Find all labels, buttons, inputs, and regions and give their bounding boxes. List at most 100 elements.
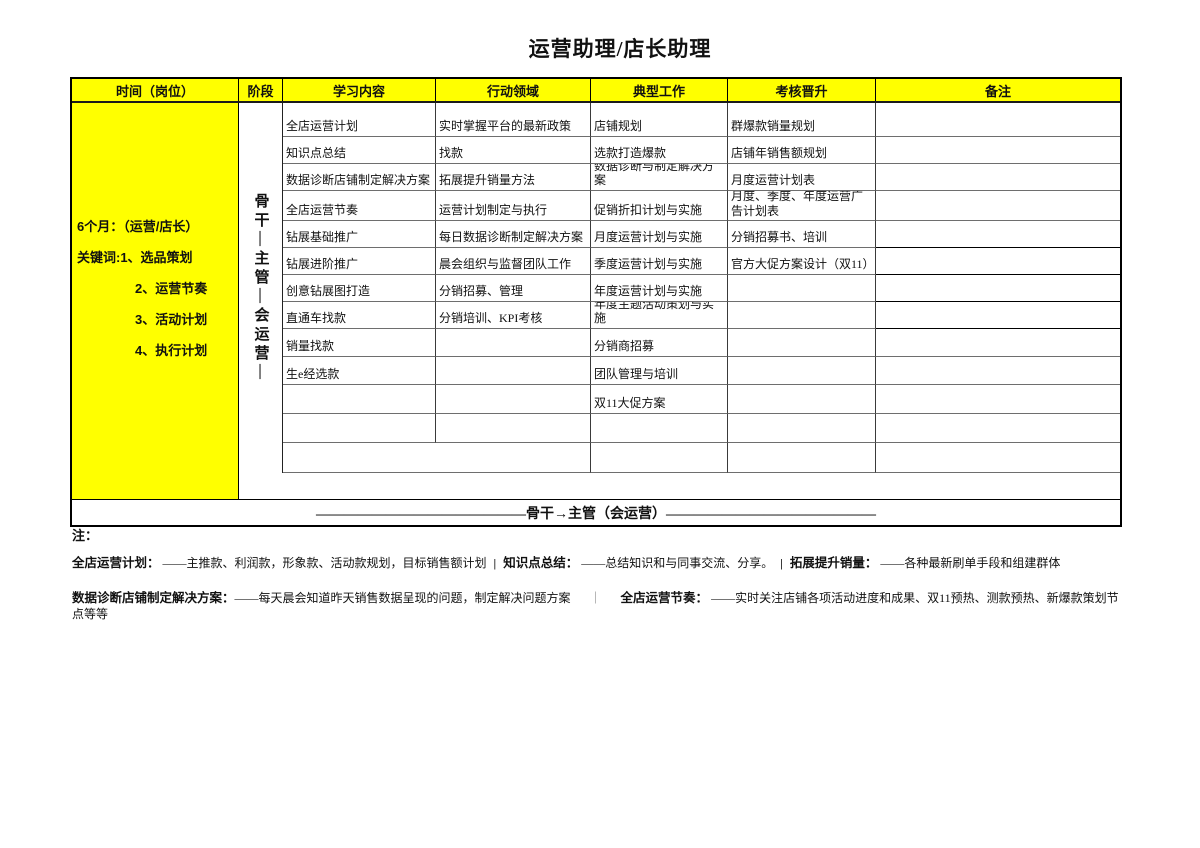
header-assessment: 考核晋升 [728, 79, 876, 101]
column-assessment: 群爆款销量规划 店铺年销售额规划 月度运营计划表 月度、季度、年度运营广告计划表 分销招… [728, 103, 876, 473]
time-line: 2、运营节奏 [135, 280, 208, 296]
time-line: 6个月：（运营/店长） [77, 218, 199, 234]
stage-cell: 骨干—主管—会运营— [239, 103, 283, 473]
assessment-cell-10 [728, 385, 876, 414]
footnotes: 注： 全店运营计划： ——主推款、利润款，形象款、活动款规划，目标销售额计划 |… [72, 528, 1130, 641]
note-line-1: 全店运营计划： ——主推款、利润款，形象款、活动款规划，目标销售额计划 | 知识… [72, 555, 1130, 571]
note2-separator: ｜ [589, 591, 602, 605]
action-cell-7: 分销培训、KPI考核 [436, 302, 591, 329]
remarks-cell-10 [876, 385, 1120, 414]
typical-cell-4: 月度运营计划与实施 [591, 221, 728, 248]
header-remarks: 备注 [876, 79, 1120, 101]
column-learning: 全店运营计划 知识点总结 数据诊断店铺制定解决方案 全店运营节奏 钻展基础推广 钻展进阶推… [283, 103, 436, 473]
note1-def-3: ——各种最新刷单手段和组建群体 [877, 556, 1061, 570]
typical-cell-9: 团队管理与培训 [591, 357, 728, 385]
column-action: 实时掌握平台的最新政策 找款 拓展提升销量方法 运营计划制定与执行 每日数据诊断制定解决… [436, 103, 591, 473]
learning-cell-10 [283, 385, 436, 414]
learning-cell-12 [283, 443, 436, 473]
column-typical: 店铺规划 选款打造爆款 数据诊断与制定解决方案 促销折扣计划与实施 月度运营计划与实施季… [591, 103, 728, 473]
typical-cell-11 [591, 414, 728, 443]
remarks-cell-12 [876, 443, 1120, 473]
action-cell-12 [436, 443, 591, 473]
header-typical: 典型工作 [591, 79, 728, 101]
typical-cell-1: 选款打造爆款 [591, 137, 728, 164]
learning-cell-6: 创意钻展图打造 [283, 275, 436, 302]
learning-cell-4: 钻展基础推广 [283, 221, 436, 248]
header-stage: 阶段 [239, 79, 283, 101]
bottom-strip-yellow-cell [72, 473, 239, 499]
action-cell-9 [436, 357, 591, 385]
note2-term-1: 数据诊断店铺制定解决方案： [72, 591, 235, 605]
typical-cell-0: 店铺规划 [591, 103, 728, 137]
note-label: 注： [72, 528, 99, 543]
remarks-cell-8 [876, 329, 1120, 357]
note1-term-1: 全店运营计划： [72, 556, 160, 570]
note2-term-2: 全店运营节奏： [620, 591, 709, 605]
time-line: 关键词:1、选品策划 [77, 249, 193, 265]
header-action: 行动领域 [436, 79, 591, 101]
time-line: 3、活动计划 [135, 311, 208, 327]
typical-cell-3: 促销折扣计划与实施 [591, 191, 728, 221]
action-cell-1: 找款 [436, 137, 591, 164]
learning-cell-3: 全店运营节奏 [283, 191, 436, 221]
remarks-cell-2 [876, 164, 1120, 191]
typical-cell-12 [591, 443, 728, 473]
action-cell-4: 每日数据诊断制定解决方案 [436, 221, 591, 248]
bottom-strip-row [72, 473, 1120, 500]
learning-cell-1: 知识点总结 [283, 137, 436, 164]
column-stage: 骨干—主管—会运营— [239, 103, 283, 473]
typical-cell-6: 年度运营计划与实施 [591, 275, 728, 302]
assessment-cell-7 [728, 302, 876, 329]
stage-vertical-text: 骨干—主管—会运营— [252, 193, 269, 383]
note2-def-2: ——实时关注店铺各项活动进度和成果、双11预热、测款预热、新爆款策划节点等等 [72, 591, 1119, 621]
promotion-path-row: ———————————————骨干→主管（会运营）——————————————— [316, 506, 876, 522]
page-title: 运营助理/店长助理 [528, 37, 712, 61]
note-line-2: 数据诊断店铺制定解决方案：——每天晨会知道昨天销售数据呈现的问题，制定解决问题方… [72, 590, 1130, 622]
action-cell-0: 实时掌握平台的最新政策 [436, 103, 591, 137]
note1-def-1: ——主推款、利润款，形象款、活动款规划，目标销售额计划 [159, 556, 487, 570]
table-header-row: 时间（岗位） 阶段 学习内容 行动领域 典型工作 考核晋升 备注 [72, 79, 1120, 103]
learning-cell-11 [283, 414, 436, 443]
remarks-cell-0 [876, 103, 1120, 137]
learning-cell-7: 直通车找款 [283, 302, 436, 329]
note1-separator-2: | [780, 556, 783, 570]
action-cell-3: 运营计划制定与执行 [436, 191, 591, 221]
learning-cell-2: 数据诊断店铺制定解决方案 [283, 164, 436, 191]
assessment-cell-4: 分销招募书、培训 [728, 221, 876, 248]
remarks-cell-7 [876, 302, 1120, 329]
note1-term-2: 知识点总结： [503, 556, 579, 570]
action-cell-10 [436, 385, 591, 414]
typical-cell-7: 年度主题活动策划与实施 [591, 302, 728, 329]
typical-cell-8: 分销商招募 [591, 329, 728, 357]
action-cell-11 [436, 414, 591, 443]
assessment-cell-9 [728, 357, 876, 385]
assessment-cell-3: 月度、季度、年度运营广告计划表 [728, 191, 876, 221]
remarks-cell-5 [876, 248, 1120, 275]
assessment-cell-0: 群爆款销量规划 [728, 103, 876, 137]
remarks-cell-6 [876, 275, 1120, 302]
note2-def-1: ——每天晨会知道昨天销售数据呈现的问题，制定解决问题方案 [234, 591, 571, 605]
assessment-cell-12 [728, 443, 876, 473]
table-body: 6个月：（运营/店长） 关键词:1、选品策划 2、运营节奏 3、活动计划 4、执… [72, 103, 1120, 473]
remarks-cell-9 [876, 357, 1120, 385]
typical-cell-10: 双11大促方案 [591, 385, 728, 414]
column-remarks [876, 103, 1120, 473]
header-learning: 学习内容 [283, 79, 436, 101]
assessment-cell-8 [728, 329, 876, 357]
note1-term-3: 拓展提升销量： [789, 556, 878, 570]
assessment-cell-5: 官方大促方案设计（双11） [728, 248, 876, 275]
assessment-cell-11 [728, 414, 876, 443]
typical-cell-5: 季度运营计划与实施 [591, 248, 728, 275]
action-cell-2: 拓展提升销量方法 [436, 164, 591, 191]
learning-cell-0: 全店运营计划 [283, 103, 436, 137]
column-time: 6个月：（运营/店长） 关键词:1、选品策划 2、运营节奏 3、活动计划 4、执… [72, 103, 239, 473]
assessment-cell-2: 月度运营计划表 [728, 164, 876, 191]
assessment-cell-1: 店铺年销售额规划 [728, 137, 876, 164]
remarks-cell-4 [876, 221, 1120, 248]
time-position-cell: 6个月：（运营/店长） 关键词:1、选品策划 2、运营节奏 3、活动计划 4、执… [72, 103, 239, 473]
typical-cell-2: 数据诊断与制定解决方案 [591, 164, 728, 191]
remarks-cell-11 [876, 414, 1120, 443]
remarks-cell-1 [876, 137, 1120, 164]
header-time: 时间（岗位） [72, 79, 239, 101]
